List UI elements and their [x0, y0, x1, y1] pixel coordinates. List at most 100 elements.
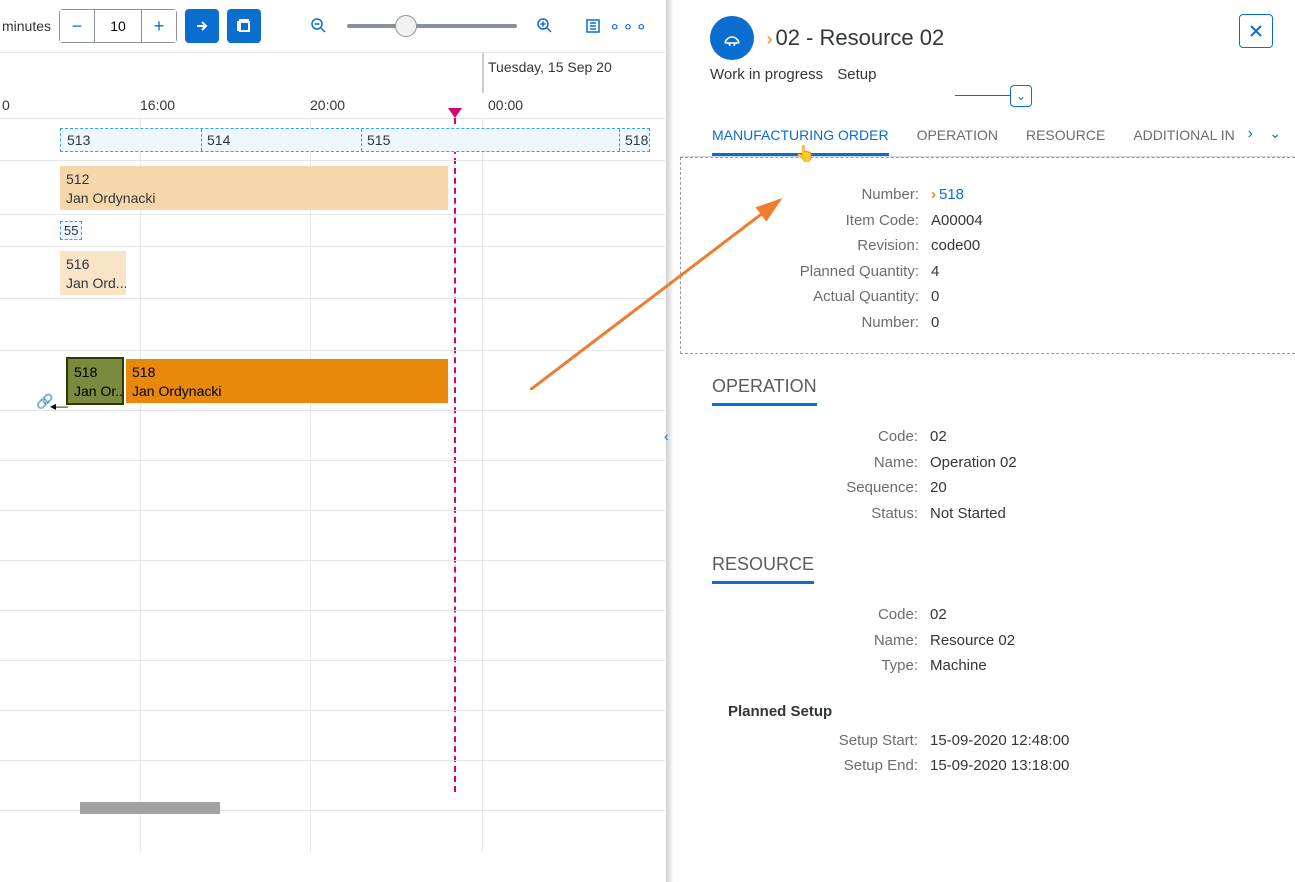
slider-thumb[interactable] — [395, 15, 417, 37]
section-manufacturing-order: Number:›518 Item Code:A00004 Revision:co… — [680, 157, 1295, 354]
cursor-hand-icon: 👆 — [795, 144, 815, 164]
list-icon — [585, 18, 601, 34]
task-person: Jan Or... — [74, 382, 116, 401]
value-op-code: 02 — [930, 424, 947, 450]
value-item-code: A00004 — [931, 208, 983, 234]
value-number: 518 — [939, 186, 964, 203]
status-setup: Setup — [837, 66, 876, 83]
gantt-row — [0, 511, 665, 561]
segment-divider — [201, 129, 202, 151]
label-op-code: Code: — [680, 424, 930, 450]
day-separator — [482, 53, 484, 93]
task-block-516[interactable]: 516 Jan Ord... — [60, 251, 126, 295]
segment-label: 515 — [367, 132, 390, 148]
value-setup-start: 15-09-2020 12:48:00 — [930, 728, 1069, 754]
stepper-minus[interactable]: − — [60, 10, 94, 42]
goto-now-button[interactable] — [185, 9, 219, 43]
gantt-row — [0, 711, 665, 761]
value-op-name: Operation 02 — [930, 450, 1017, 476]
value-planned-qty: 4 — [931, 259, 939, 285]
panel-resizer[interactable]: ‹ — [666, 0, 680, 882]
section-planned-setup: Setup Start:15-09-2020 12:48:00 Setup En… — [680, 728, 1295, 779]
close-button[interactable] — [1239, 14, 1273, 48]
tab-operation[interactable]: OPERATION — [917, 127, 998, 156]
task-number: 518 — [132, 363, 442, 382]
zoom-in-button[interactable] — [531, 12, 559, 40]
value-res-code: 02 — [930, 602, 947, 628]
zoom-out-icon — [310, 17, 328, 35]
tabs-next-button[interactable]: › — [1248, 125, 1253, 143]
segment-label: 518 — [625, 132, 648, 148]
value-actual-qty: 0 — [931, 284, 939, 310]
date-header: Tuesday, 15 Sep 20 — [488, 59, 612, 75]
more-button[interactable]: ∘∘∘ — [615, 12, 643, 40]
label-item-code: Item Code: — [681, 208, 931, 234]
gantt-row: 512 Jan Ordynacki — [0, 161, 665, 215]
gantt-row: 55 — [0, 215, 665, 247]
legend-button[interactable] — [579, 12, 607, 40]
tab-additional[interactable]: ADDITIONAL IN — [1133, 127, 1234, 156]
value-op-seq: 20 — [930, 475, 947, 501]
segment-label: 514 — [207, 132, 230, 148]
zoom-out-button[interactable] — [305, 12, 333, 40]
resource-icon — [721, 27, 743, 49]
arrow-right-icon — [194, 18, 210, 34]
label-number2: Number: — [681, 310, 931, 336]
value-res-type: Machine — [930, 653, 987, 679]
subsection-planned-setup: Planned Setup — [680, 685, 1295, 728]
tabs-menu-button[interactable]: ⌄ — [1269, 125, 1281, 142]
task-block-518-setup[interactable]: 518 Jan Or... — [66, 357, 124, 405]
section-resource: Code:02 Name:Resource 02 Type:Machine — [680, 592, 1295, 685]
task-person: Jan Ord... — [66, 274, 120, 293]
panel-tabs: MANUFACTURING ORDER OPERATION RESOURCE A… — [680, 113, 1295, 157]
value-revision: code00 — [931, 233, 980, 259]
link-arrow-icon: ◂— — [50, 399, 68, 413]
value-number2: 0 — [931, 310, 939, 336]
value-op-status: Not Started — [930, 501, 1006, 527]
axis-tick: 20:00 — [310, 97, 345, 113]
label-number: Number: — [681, 182, 931, 208]
segment-divider — [619, 129, 620, 151]
horizontal-scrollbar[interactable] — [80, 802, 220, 814]
segment-strip[interactable]: 513 514 515 518 — [60, 128, 650, 152]
expand-toggle[interactable]: ⌄ — [1010, 85, 1032, 107]
segment-label: 513 — [67, 132, 90, 148]
task-number: 516 — [66, 255, 120, 274]
section-title-resource: RESOURCE — [680, 532, 1295, 592]
segment-divider — [361, 129, 362, 151]
chevron-right-icon: › — [766, 29, 772, 49]
layers-icon — [236, 18, 252, 34]
task-number: 518 — [74, 363, 116, 382]
task-block-55[interactable]: 55 — [60, 221, 82, 240]
gantt-row — [0, 561, 665, 611]
task-number: 512 — [66, 170, 442, 189]
section-operation: Code:02 Name:Operation 02 Sequence:20 St… — [680, 414, 1295, 532]
collapse-handle[interactable]: ‹ — [664, 428, 669, 444]
gantt-rows: 513 514 515 518 512 Jan Ordynacki 55 516 — [0, 119, 665, 852]
task-person: Jan Ordynacki — [132, 382, 442, 401]
task-block-512[interactable]: 512 Jan Ordynacki — [60, 166, 448, 210]
axis-tick: 00:00 — [488, 97, 523, 113]
minutes-stepper: − + — [59, 9, 177, 43]
resource-avatar — [710, 16, 754, 60]
unit-label: minutes — [0, 18, 51, 34]
task-person: Jan Ordynacki — [66, 189, 442, 208]
axis-tick: 16:00 — [140, 97, 175, 113]
value-res-name: Resource 02 — [930, 628, 1015, 654]
time-axis: 0 16:00 20:00 00:00 — [0, 93, 665, 119]
label-actual-qty: Actual Quantity: — [681, 284, 931, 310]
task-block-518[interactable]: 518 Jan Ordynacki — [126, 359, 448, 403]
label-res-code: Code: — [680, 602, 930, 628]
close-icon — [1249, 24, 1263, 38]
gantt-row — [0, 661, 665, 711]
fit-button[interactable] — [227, 9, 261, 43]
header-expander: ⌄ — [710, 85, 1267, 107]
value-number-link[interactable]: ›518 — [931, 182, 964, 208]
axis-tick: 0 — [2, 97, 10, 113]
tab-resource[interactable]: RESOURCE — [1026, 127, 1105, 156]
zoom-slider[interactable] — [347, 24, 517, 28]
details-panel: ›02 - Resource 02 Work in progress Setup… — [680, 0, 1295, 882]
gantt-row — [0, 299, 665, 351]
stepper-plus[interactable]: + — [142, 10, 176, 42]
stepper-value[interactable] — [94, 10, 142, 42]
